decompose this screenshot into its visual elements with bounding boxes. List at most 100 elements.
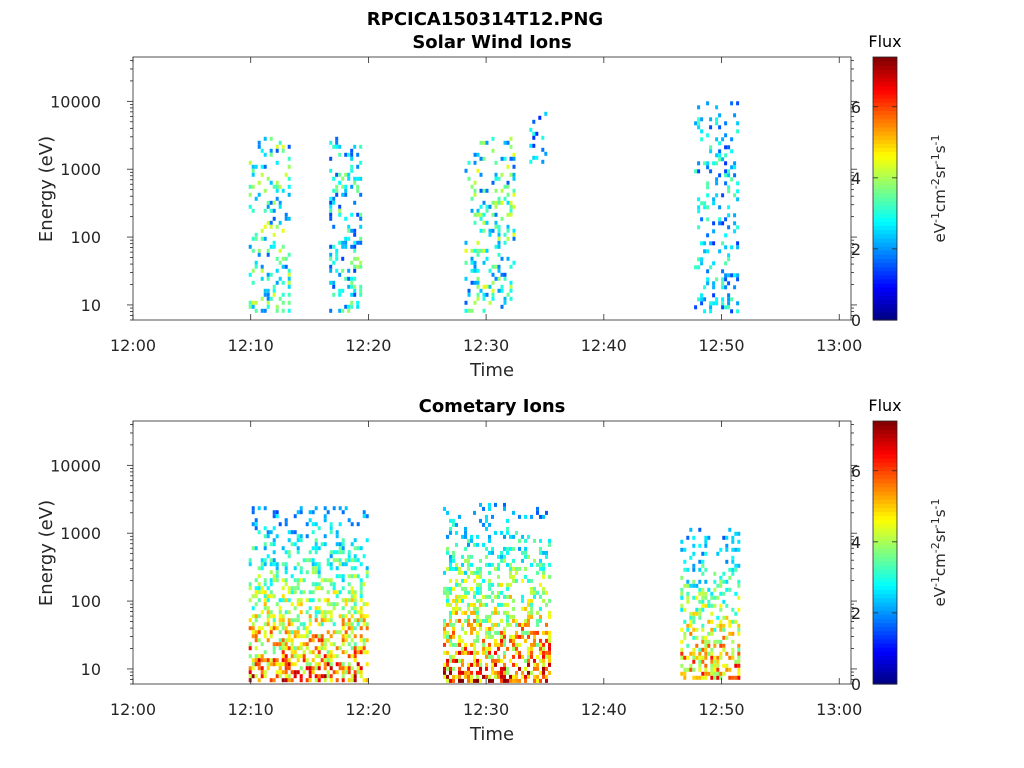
colorbar-segment bbox=[873, 258, 897, 264]
heatmap-cell bbox=[287, 590, 291, 595]
heatmap-cell bbox=[548, 642, 551, 647]
heatmap-cell bbox=[341, 546, 345, 551]
heatmap-cell bbox=[680, 547, 684, 552]
heatmap-cell bbox=[446, 546, 449, 551]
heatmap-cell bbox=[500, 554, 503, 559]
heatmap-cell bbox=[362, 614, 366, 619]
heatmap-cell bbox=[365, 574, 369, 579]
heatmap-cell bbox=[452, 554, 455, 559]
colorbar-segment bbox=[873, 287, 897, 292]
heatmap-cell bbox=[500, 558, 503, 563]
heatmap-cell bbox=[512, 574, 515, 579]
colorbar-segment bbox=[873, 188, 897, 194]
heatmap-cell bbox=[338, 522, 342, 527]
heatmap-cell bbox=[707, 651, 711, 656]
heatmap-cell bbox=[709, 301, 713, 306]
heatmap-cell bbox=[278, 662, 282, 667]
heatmap-cell bbox=[506, 614, 509, 619]
heatmap-cell bbox=[697, 205, 701, 210]
heatmap-cell bbox=[485, 674, 488, 679]
heatmap-cell bbox=[332, 642, 336, 647]
heatmap-cell bbox=[536, 642, 539, 647]
heatmap-cell bbox=[314, 674, 318, 679]
heatmap-cell bbox=[284, 216, 288, 221]
heatmap-cell bbox=[365, 678, 369, 683]
heatmap-cell bbox=[266, 594, 270, 599]
heatmap-cell bbox=[461, 586, 464, 591]
heatmap-cell bbox=[269, 136, 273, 141]
heatmap-cell bbox=[353, 292, 357, 297]
heatmap-cell bbox=[266, 248, 270, 253]
heatmap-cell bbox=[527, 598, 530, 603]
heatmap-cell bbox=[347, 550, 351, 555]
heatmap-cell bbox=[452, 550, 455, 555]
heatmap-cell bbox=[281, 650, 285, 655]
heatmap-cell bbox=[263, 670, 267, 675]
heatmap-cell bbox=[698, 527, 702, 532]
heatmap-cell bbox=[512, 678, 515, 683]
heatmap-cell bbox=[317, 570, 321, 575]
heatmap-cell bbox=[500, 638, 503, 643]
heatmap-cell bbox=[254, 264, 258, 269]
heatmap-cell bbox=[512, 204, 516, 209]
heatmap-cell bbox=[706, 181, 710, 186]
heatmap-cell bbox=[275, 280, 279, 285]
y-tick-label: 100 bbox=[70, 228, 101, 247]
heatmap-cell bbox=[293, 618, 297, 623]
heatmap-cell bbox=[706, 249, 710, 254]
heatmap-cell bbox=[284, 666, 288, 671]
heatmap-cell bbox=[545, 674, 548, 679]
heatmap-cell bbox=[329, 252, 333, 257]
heatmap-cell bbox=[527, 654, 530, 659]
heatmap-cell bbox=[284, 654, 288, 659]
heatmap-cell bbox=[248, 272, 252, 277]
heatmap-cell bbox=[713, 675, 717, 680]
heatmap-cell bbox=[329, 554, 333, 559]
heatmap-cell bbox=[710, 647, 714, 652]
heatmap-cell bbox=[497, 232, 501, 237]
heatmap-cell bbox=[248, 618, 252, 623]
heatmap-cell bbox=[701, 603, 705, 608]
heatmap-cell bbox=[506, 192, 510, 197]
heatmap-cell bbox=[335, 192, 339, 197]
heatmap-cell bbox=[248, 300, 252, 305]
heatmap-cell bbox=[701, 659, 705, 664]
colorbar-segment bbox=[873, 192, 897, 198]
heatmap-cell bbox=[473, 570, 476, 575]
heatmap-cell bbox=[323, 514, 327, 519]
heatmap-cell bbox=[470, 626, 473, 631]
heatmap-cell bbox=[257, 506, 261, 511]
heatmap-cell bbox=[362, 554, 366, 559]
heatmap-cell bbox=[347, 582, 351, 587]
heatmap-cell bbox=[305, 598, 309, 603]
heatmap-cell bbox=[701, 587, 705, 592]
heatmap-cell bbox=[467, 590, 470, 595]
heatmap-cell bbox=[727, 189, 731, 194]
heatmap-cell bbox=[458, 598, 461, 603]
heatmap-cell bbox=[257, 678, 261, 683]
heatmap-cell bbox=[479, 216, 483, 221]
heatmap-cell bbox=[269, 296, 273, 301]
heatmap-cell bbox=[482, 296, 486, 301]
heatmap-cell bbox=[716, 583, 720, 588]
heatmap-cell bbox=[530, 642, 533, 647]
heatmap-cell bbox=[515, 530, 518, 535]
colorbar-segment bbox=[873, 225, 897, 231]
heatmap-cell bbox=[248, 646, 252, 651]
heatmap-cell bbox=[341, 192, 345, 197]
panel-title-solar-wind: Solar Wind Ions bbox=[412, 32, 571, 53]
heatmap-cell bbox=[248, 586, 252, 591]
heatmap-cell bbox=[488, 534, 491, 539]
heatmap-cell bbox=[698, 567, 702, 572]
heatmap-cell bbox=[512, 164, 516, 169]
colorbar-segment bbox=[873, 462, 897, 467]
heatmap-cell bbox=[359, 144, 363, 149]
heatmap-cell bbox=[482, 602, 485, 607]
heatmap-cell bbox=[524, 514, 527, 519]
colorbar-segment bbox=[873, 425, 897, 430]
heatmap-cell bbox=[509, 678, 512, 683]
heatmap-cell bbox=[686, 655, 690, 660]
heatmap-cell bbox=[706, 161, 710, 166]
heatmap-cell bbox=[488, 562, 491, 567]
heatmap-cell bbox=[323, 658, 327, 663]
